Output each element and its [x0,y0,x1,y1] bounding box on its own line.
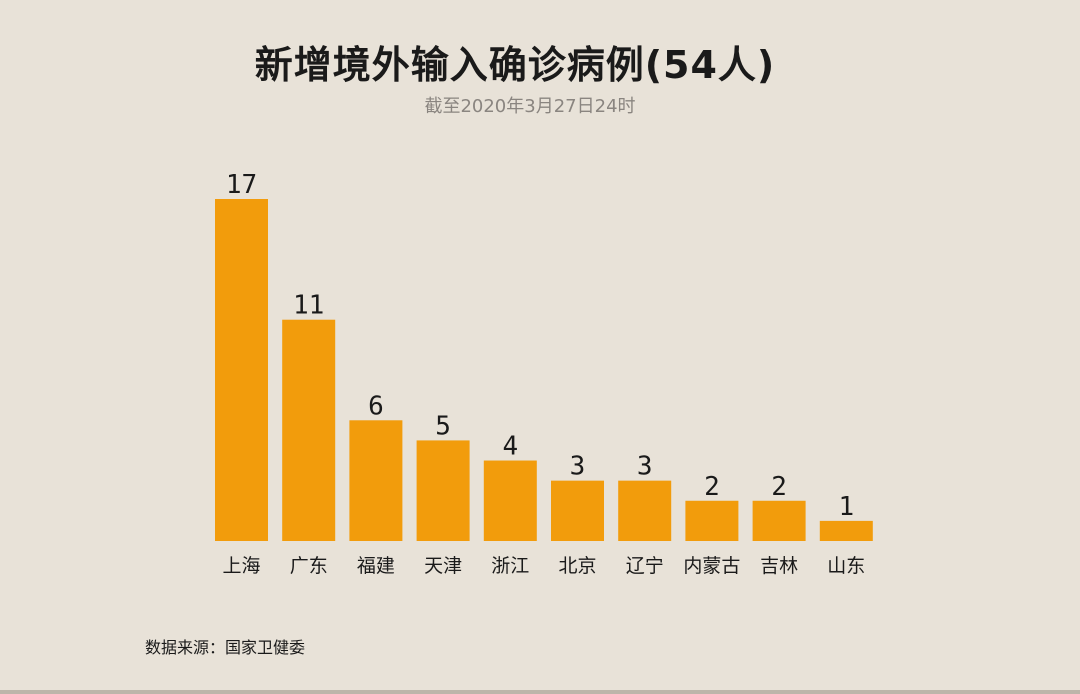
bar-value-label: 17 [226,170,257,200]
bar-value-label: 3 [637,452,653,482]
bar-浙江 [483,460,537,541]
bar-value-label: 4 [502,432,518,462]
bar-value-label: 1 [838,492,854,522]
category-label: 广东 [290,555,328,577]
bar-北京 [551,480,604,541]
chart-subtitle: 截至2020年3月27日24时 [424,96,636,117]
bar-广东 [282,319,336,541]
bar-value-label: 2 [771,472,787,502]
bar-辽宁 [618,480,672,541]
bar-value-label: 11 [293,291,324,321]
bar-value-label: 2 [704,472,720,502]
data-source-note: 数据来源：国家卫健委 [145,638,306,657]
category-label: 内蒙古 [683,555,740,577]
bar-value-label: 6 [368,391,384,421]
bar-福建 [349,420,403,541]
bar-内蒙古 [685,500,739,541]
category-label: 吉林 [760,555,798,577]
bar-吉林 [752,500,806,541]
category-label: 福建 [357,555,395,577]
category-label: 浙江 [491,555,529,577]
category-label: 天津 [424,555,462,577]
bar-value-label: 5 [435,411,451,441]
bottom-border [0,690,1080,694]
category-label: 山东 [827,555,865,577]
bar-上海 [215,199,268,541]
bar-天津 [416,440,470,541]
chart-title: 新增境外输入确诊病例(54人) [254,43,776,87]
category-label: 辽宁 [626,555,664,577]
bar-value-label: 3 [570,452,586,482]
category-label: 北京 [558,555,596,577]
category-label: 上海 [222,555,260,577]
bar-山东 [819,520,873,541]
